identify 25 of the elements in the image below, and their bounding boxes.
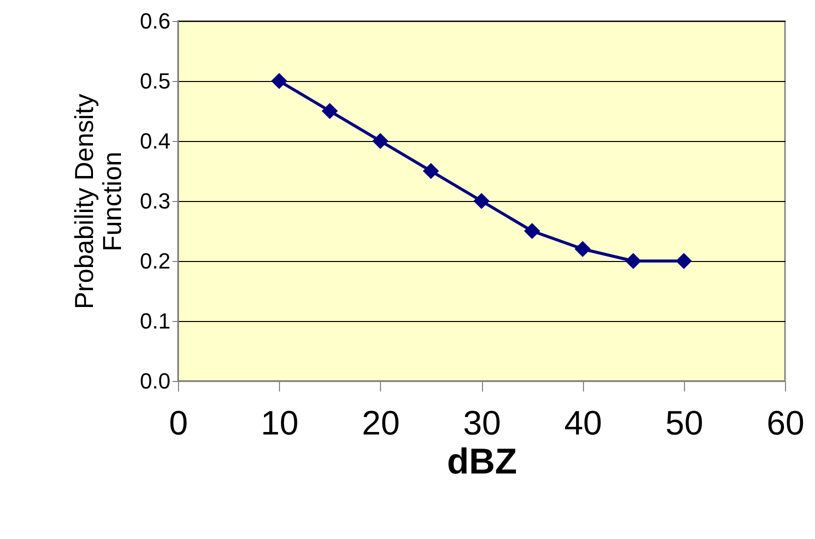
point (372, 132, 388, 150)
point (473, 192, 490, 210)
y-tick-label: 0.2 (140, 248, 170, 274)
point (524, 222, 540, 240)
x-tick-label: 30 (463, 404, 501, 442)
point (322, 102, 338, 120)
x-tick-label: 40 (564, 404, 602, 442)
point (271, 72, 288, 90)
y-tick-label: 0.4 (140, 128, 170, 154)
point (625, 252, 642, 270)
x-tick-label: 10 (260, 404, 299, 442)
y-tick-label: 0.6 (140, 8, 170, 34)
y-tick-label: 0.5 (140, 68, 170, 94)
point (574, 240, 591, 258)
x-axis-title: dBZ (447, 440, 517, 482)
point (422, 162, 439, 180)
x-tick-label: 20 (362, 404, 400, 442)
x-tick-label: 60 (766, 404, 804, 442)
y-tick-label: 0.1 (140, 308, 170, 334)
point (676, 252, 692, 270)
x-tick-label: 0 (169, 404, 188, 442)
y-tick-label: 0.0 (140, 368, 170, 394)
y-axis-title: Probability Density Function (68, 94, 127, 310)
y-tick-label: 0.3 (140, 188, 170, 214)
x-tick-label: 50 (665, 404, 704, 442)
